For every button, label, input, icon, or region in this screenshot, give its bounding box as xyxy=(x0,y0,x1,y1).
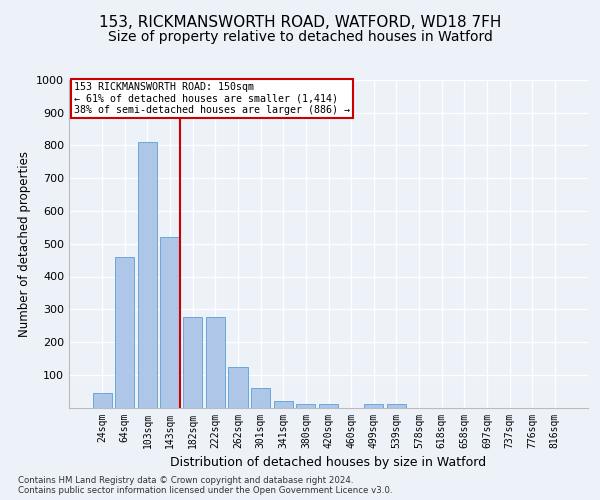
Bar xyxy=(160,237,180,408)
Bar xyxy=(274,401,293,407)
Bar xyxy=(296,404,316,407)
Bar xyxy=(183,318,202,408)
Text: Size of property relative to detached houses in Watford: Size of property relative to detached ho… xyxy=(107,30,493,44)
Bar xyxy=(206,318,225,408)
Bar xyxy=(319,404,338,407)
Bar xyxy=(229,366,248,408)
Bar xyxy=(387,404,406,407)
Text: 153 RICKMANSWORTH ROAD: 150sqm
← 61% of detached houses are smaller (1,414)
38% : 153 RICKMANSWORTH ROAD: 150sqm ← 61% of … xyxy=(74,82,350,115)
X-axis label: Distribution of detached houses by size in Watford: Distribution of detached houses by size … xyxy=(170,456,487,469)
Text: 153, RICKMANSWORTH ROAD, WATFORD, WD18 7FH: 153, RICKMANSWORTH ROAD, WATFORD, WD18 7… xyxy=(99,15,501,30)
Bar xyxy=(251,388,270,407)
Y-axis label: Number of detached properties: Number of detached properties xyxy=(17,151,31,337)
Bar xyxy=(92,393,112,407)
Bar xyxy=(138,142,157,407)
Bar xyxy=(364,404,383,407)
Bar xyxy=(115,257,134,408)
Text: Contains HM Land Registry data © Crown copyright and database right 2024.
Contai: Contains HM Land Registry data © Crown c… xyxy=(18,476,392,495)
